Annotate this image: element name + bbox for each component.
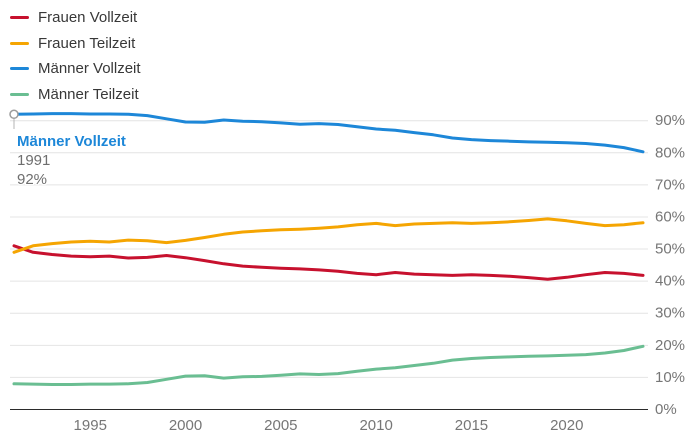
legend-label: Frauen Teilzeit <box>38 34 136 52</box>
legend-swatch-frauen-vollzeit <box>10 16 29 20</box>
x-axis-tick-label: 2010 <box>359 417 392 434</box>
series-line-maenner-teilzeit[interactable] <box>12 344 645 386</box>
y-axis-tick-label: 0% <box>655 401 677 418</box>
y-axis-tick-label: 50% <box>655 241 685 258</box>
legend-label: Frauen Vollzeit <box>38 9 138 27</box>
y-axis-tick-label: 40% <box>655 273 685 290</box>
y-axis-tick-label: 20% <box>655 337 685 354</box>
y-axis-tick-label: 60% <box>655 208 685 225</box>
legend-label: Männer Vollzeit <box>38 60 141 78</box>
legend-label: Männer Teilzeit <box>38 85 139 103</box>
series-line-frauen-teilzeit[interactable] <box>12 217 645 254</box>
legend-swatch-frauen-teilzeit <box>10 41 29 45</box>
x-axis-tick-label: 2015 <box>455 417 488 434</box>
legend: Frauen Vollzeit Frauen Teilzeit Männer V… <box>10 5 141 107</box>
hovered-point-marker <box>9 109 19 120</box>
y-axis-tick-label: 90% <box>655 112 685 129</box>
legend-swatch-maenner-teilzeit <box>10 92 29 96</box>
y-axis-tick-label: 30% <box>655 305 685 322</box>
series-line-maenner-vollzeit[interactable] <box>12 112 645 154</box>
x-axis-tick-label: 2005 <box>264 417 297 434</box>
y-axis-tick-label: 10% <box>655 369 685 386</box>
series-line-frauen-vollzeit[interactable] <box>12 244 645 281</box>
legend-item-maenner-teilzeit: Männer Teilzeit <box>10 82 141 108</box>
y-axis-tick-label: 70% <box>655 176 685 193</box>
legend-item-frauen-teilzeit: Frauen Teilzeit <box>10 31 141 57</box>
x-axis-tick-label: 1995 <box>74 417 107 434</box>
y-axis-tick-label: 80% <box>655 144 685 161</box>
legend-item-frauen-vollzeit: Frauen Vollzeit <box>10 5 141 31</box>
legend-item-maenner-vollzeit: Männer Vollzeit <box>10 56 141 82</box>
legend-swatch-maenner-vollzeit <box>10 67 29 71</box>
x-axis-tick-label: 2020 <box>550 417 583 434</box>
x-axis-tick-label: 2000 <box>169 417 202 434</box>
